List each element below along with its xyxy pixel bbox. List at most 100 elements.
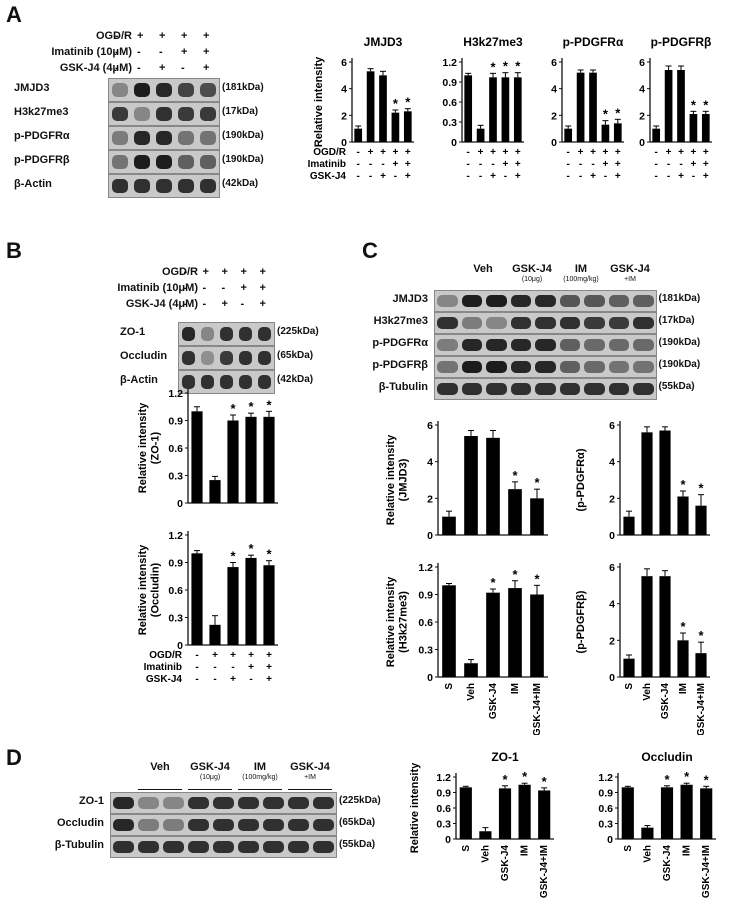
condition-sign: -	[692, 171, 695, 182]
condition-sign: -	[579, 159, 582, 170]
y-tick-label: 0.3	[168, 613, 183, 625]
blot-band	[633, 339, 654, 351]
bar	[589, 72, 597, 142]
x-category-label: GSK-J4	[500, 845, 511, 882]
blot-band	[178, 179, 194, 193]
x-category-label: Veh	[642, 845, 653, 863]
blot-band	[461, 295, 482, 307]
blot-band	[437, 383, 458, 395]
y-tick-label: 0.9	[598, 788, 613, 800]
significance-star: *	[664, 772, 670, 787]
blot-band	[200, 107, 216, 121]
blot-band	[313, 841, 334, 853]
y-tick-label: 0.3	[436, 819, 451, 831]
y-axis-label-line: Relative intensity	[385, 576, 397, 667]
condition-sign: -	[183, 266, 188, 278]
bar	[245, 557, 257, 645]
blot-band	[461, 317, 482, 329]
condition-sign: -	[240, 298, 245, 310]
group-label: IM	[253, 761, 267, 773]
significance-star: *	[230, 549, 236, 564]
bar	[366, 71, 375, 142]
y-tick-label: 0.6	[436, 803, 451, 815]
condition-sign: +	[703, 171, 709, 182]
blot-band	[608, 317, 629, 329]
x-category-label: GSK-J4	[488, 683, 499, 720]
blot-band	[258, 351, 271, 365]
condition-sign: -	[567, 159, 570, 170]
y-tick-label: 1.2	[168, 530, 183, 542]
bar	[530, 594, 544, 677]
blot-band	[584, 361, 605, 373]
condition-sign: +	[405, 159, 411, 170]
condition-sign: +	[502, 159, 508, 170]
condition-sign: -	[504, 171, 507, 182]
blot-band	[182, 351, 195, 365]
treatment-group-header: Veh	[135, 761, 185, 774]
treatment-group-header: IM (100mg/kg)	[557, 263, 606, 283]
y-tick-label: 1.2	[168, 388, 183, 400]
blot-band	[559, 361, 580, 373]
blot-protein-label: Occludin	[120, 350, 168, 362]
bar	[700, 788, 713, 839]
y-tick-label: 0	[607, 834, 613, 846]
blot-band	[238, 797, 259, 809]
bar	[191, 553, 203, 645]
blot-band	[200, 131, 216, 145]
blot-strip	[178, 346, 275, 370]
blot-band	[437, 339, 458, 351]
blot-band	[201, 327, 214, 341]
blot-band	[608, 295, 629, 307]
blot-band	[134, 131, 150, 145]
condition-sign: +	[602, 159, 608, 170]
group-sublabel: +IM	[624, 275, 636, 283]
condition-sign: +	[259, 282, 266, 294]
bar	[623, 516, 635, 535]
bar	[486, 592, 500, 677]
blot-strip	[110, 792, 337, 814]
chart-title: Occludin	[641, 750, 692, 764]
y-tick-label: 4	[551, 84, 557, 96]
y-tick-label: 1.2	[598, 772, 613, 784]
blot-band	[584, 317, 605, 329]
blot-strip	[108, 150, 220, 174]
blot-band	[437, 295, 458, 307]
condition-sign: +	[380, 171, 386, 182]
y-tick-label: 6	[639, 57, 645, 69]
blot-band	[113, 841, 134, 853]
blot-band	[112, 179, 128, 193]
bar	[489, 77, 497, 142]
blot-band	[510, 339, 531, 351]
condition-sign: +	[615, 159, 621, 170]
bar	[680, 784, 693, 839]
x-category-label: IM	[520, 845, 531, 856]
y-tick-label: 0.6	[442, 97, 457, 109]
group-label: GSK-J4	[290, 761, 330, 773]
y-tick-label: 4	[609, 457, 615, 469]
blot-band	[633, 317, 654, 329]
blot-band	[633, 383, 654, 395]
y-tick-label: 0.9	[168, 416, 183, 428]
blot-band	[134, 155, 150, 169]
blot-strip	[108, 78, 220, 102]
group-label: GSK-J4	[610, 263, 650, 275]
y-tick-label: 0	[551, 137, 557, 149]
condition-row-label: Imatinib	[144, 662, 182, 673]
condition-label: OGD/R	[161, 266, 198, 278]
blot-protein-label: p-PDGFRα	[372, 337, 428, 349]
panel-letter-d: D	[6, 745, 22, 770]
y-tick-label: 1.2	[418, 562, 433, 574]
significance-star: *	[542, 774, 548, 789]
bar	[498, 788, 512, 839]
bar	[518, 784, 531, 839]
group-underline	[238, 789, 282, 790]
blot-protein-label: ZO-1	[120, 326, 146, 338]
condition-sign: +	[259, 298, 266, 310]
condition-label: GSK-J4 (4μM)	[59, 62, 132, 74]
y-axis-label: Relative intensity(Occludin)	[137, 544, 162, 635]
blot-band	[584, 383, 605, 395]
condition-sign: -	[137, 46, 141, 58]
blot-band	[138, 841, 159, 853]
bar	[227, 420, 239, 503]
